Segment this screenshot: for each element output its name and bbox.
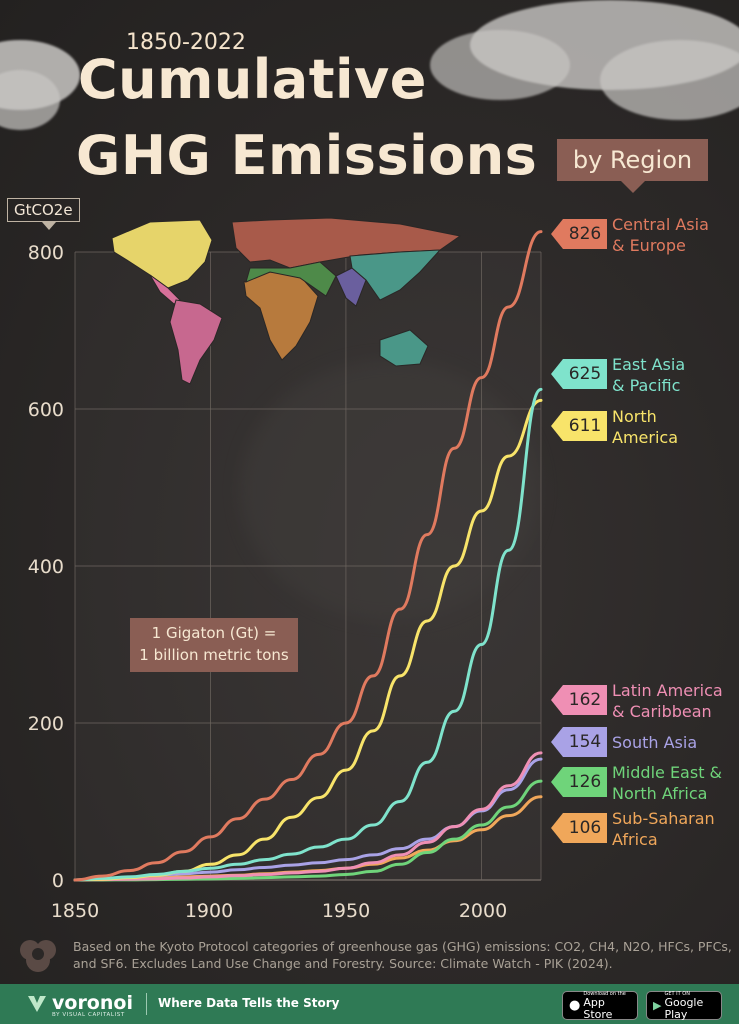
y-tick-label: 400 [27,556,64,578]
y-tick-label: 800 [27,242,64,264]
x-tick-label: 1850 [50,900,100,922]
y-tick-label: 600 [27,399,64,421]
app-store-small-text: Download on the [583,990,626,997]
chart-title-line2: GHG Emissions [76,124,538,187]
google-play-text: Google Play [664,995,704,1021]
google-play-small-text: GET IT ON [664,990,690,997]
x-tick-label: 2000 [458,900,508,922]
brand-subtitle: BY VISUAL CAPITALIST [52,1012,125,1018]
series-label-sub-saharan-africa: Sub-Saharan Africa [612,809,715,849]
series-label-latin-america-caribbean: Latin America & Caribbean [612,681,723,721]
value-label-latin-america-caribbean: 162 [551,685,607,715]
source-footnote: Based on the Kyoto Protocol categories o… [73,939,732,971]
smoke-cloud-background [240,360,540,620]
brand-tagline: Where Data Tells the Story [158,996,340,1010]
gigaton-note-line1: 1 Gigaton (Gt) = [151,624,277,642]
y-tick-label: 0 [51,870,64,892]
series-lines [73,230,543,882]
series-label-central-asia-europe: Central Asia & Europe [612,215,709,255]
smoke-icon [20,940,56,972]
series-line-central-asia-europe [73,230,543,882]
gigaton-note-line2: 1 billion metric tons [139,646,289,664]
value-label-sub-saharan-africa: 106 [551,813,607,843]
smoke-cloud-right-3 [600,40,739,120]
brand-name: voronoi [52,992,133,1014]
footer-bar: voronoi BY VISUAL CAPITALIST Where Data … [0,984,739,1024]
app-store-text: App Store [583,995,613,1021]
value-label-north-america: 611 [551,411,607,441]
map-south-asia [335,267,367,307]
chart-subtitle-text: by Region [572,146,693,174]
smoke-cloud-right-2 [430,30,570,100]
series-line-east-asia-pacific [73,387,543,882]
footer-divider [146,993,147,1015]
x-tick-label: 1900 [184,900,234,922]
map-oceania [379,329,429,367]
value-label-east-asia-pacific: 625 [551,359,607,389]
series-line-latin-america-caribbean [73,751,543,882]
series-label-middle-east-north-africa: Middle East & North Africa [612,763,723,803]
y-axis-unit: GtCO2e [7,198,80,230]
series-label-north-america: North America [612,407,678,447]
google-play-icon: ▶ [653,999,662,1012]
voronoi-logo-icon [28,996,46,1012]
value-label-central-asia-europe: 826 [551,219,607,249]
google-play-button[interactable]: ▶ GET IT ON Google Play [646,991,722,1020]
world-map-illustration [111,217,462,385]
value-label-south-asia: 154 [551,727,607,757]
map-east-asia [349,249,442,301]
series-label-south-asia: South Asia [612,733,698,752]
map-south-america [169,299,223,385]
chart-years: 1850-2022 [126,30,246,55]
x-tick-label: 1950 [321,900,371,922]
app-store-button[interactable]: ● Download on the App Store [562,991,638,1020]
series-label-east-asia-pacific: East Asia & Pacific [612,355,686,395]
map-north-america [111,219,213,289]
chart-title-line1: Cumulative [78,48,427,111]
value-label-middle-east-north-africa: 126 [551,767,607,797]
chart-subtitle: by Region [557,139,708,193]
y-tick-label: 200 [27,713,64,735]
gigaton-note: 1 Gigaton (Gt) = 1 billion metric tons [130,618,298,672]
apple-icon: ● [569,998,581,1013]
map-middle-east-north-africa [245,261,337,297]
